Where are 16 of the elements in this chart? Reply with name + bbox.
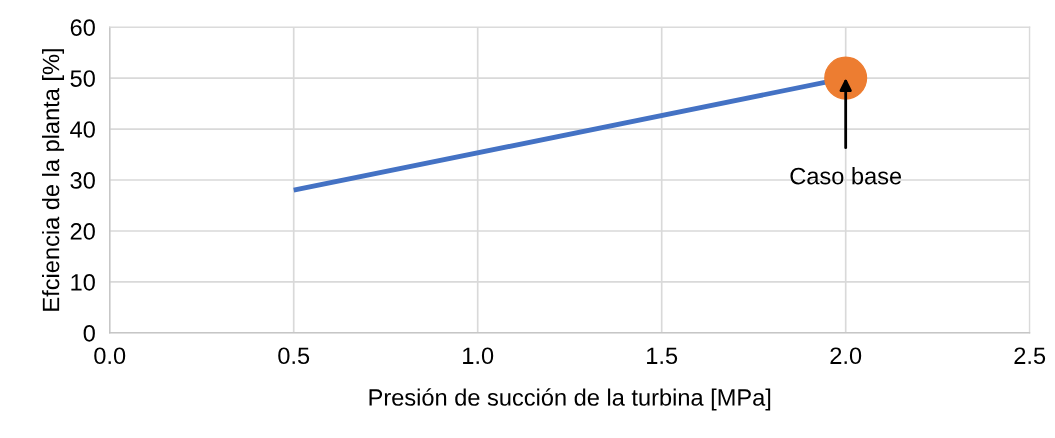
annotation: Caso base [790, 167, 902, 185]
y-tick-label: 60 [70, 19, 95, 36]
x-tick-label: 0.0 [94, 347, 126, 365]
y-tick-label: 20 [70, 223, 95, 240]
y-tick-label: 10 [71, 273, 95, 291]
x-tick-label: 2.5 [1014, 347, 1046, 365]
y-tick-label: 50 [70, 70, 95, 87]
y-axis-title: Efciencia de la planta [%] [42, 49, 65, 311]
x-axis-title: Presión de succión de la turbina [MPa] [369, 388, 771, 411]
y-tick-label: 40 [70, 121, 95, 138]
x-tick-label: 0.5 [278, 347, 310, 365]
x-tick-label: 1.5 [647, 347, 678, 365]
y-tick-label: 30 [70, 172, 95, 189]
y-tick-label: 0 [83, 324, 95, 342]
x-tick-label: 2.0 [830, 347, 862, 365]
x-tick-label: 1.0 [463, 347, 494, 365]
